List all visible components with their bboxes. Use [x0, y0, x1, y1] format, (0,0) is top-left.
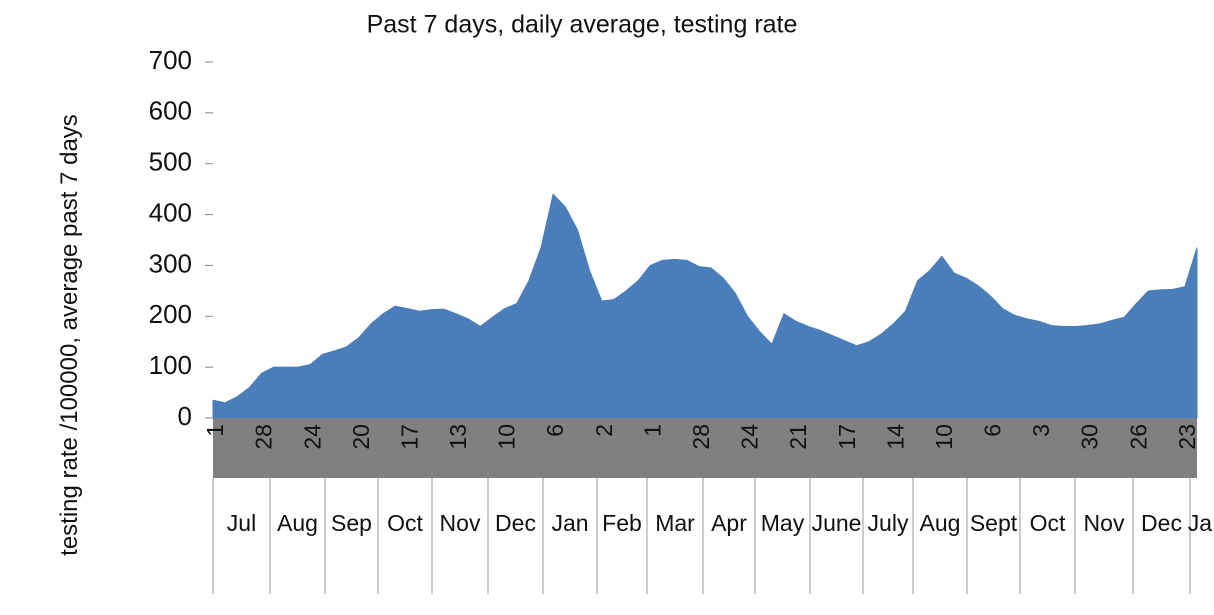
month-label: Sept [970, 510, 1018, 536]
month-label: July [868, 510, 909, 536]
x-tick-label: 17 [834, 424, 860, 450]
x-tick-label: 26 [1125, 424, 1151, 450]
chart-title: Past 7 days, daily average, testing rate [367, 11, 798, 39]
y-tick-label: 600 [149, 96, 192, 126]
x-tick-label: 28 [251, 424, 277, 450]
x-tick-label: 21 [785, 424, 811, 450]
x-tick-label: 28 [688, 424, 714, 450]
x-tick-label: 14 [882, 424, 908, 450]
month-label: Nov [1084, 510, 1125, 536]
month-label: June [812, 510, 862, 536]
x-tick-label: 3 [1028, 424, 1054, 437]
month-label: Aug [277, 510, 318, 536]
month-label: May [761, 510, 805, 536]
month-label: Sep [331, 510, 372, 536]
x-tick-label: 13 [445, 424, 471, 450]
x-tick-label: 20 [348, 424, 374, 450]
month-label: Oct [387, 510, 423, 536]
x-tick-label: 30 [1077, 424, 1103, 450]
month-label: Dec [495, 510, 536, 536]
y-tick-label: 100 [149, 350, 192, 380]
area [212, 193, 1198, 419]
y-tick-label: 400 [149, 197, 192, 227]
x-tick-label: 10 [494, 424, 520, 450]
month-label: Ja [1188, 510, 1213, 536]
x-axis-band [213, 418, 1197, 478]
y-tick-label: 500 [149, 147, 192, 177]
month-label: Dec [1141, 510, 1182, 536]
y-axis-label: testing rate /100000, average past 7 day… [56, 114, 83, 556]
chart-svg: Past 7 days, daily average, testing rate… [149, 11, 1213, 594]
y-tick-label: 0 [178, 401, 192, 431]
month-label: Nov [440, 510, 481, 536]
x-tick-label: 24 [299, 424, 325, 450]
month-label: Apr [711, 510, 747, 536]
y-tick-label: 200 [149, 299, 192, 329]
x-tick-label: 2 [591, 424, 617, 437]
x-tick-label: 17 [396, 424, 422, 450]
x-tick-label: 6 [980, 424, 1006, 437]
x-tick-label: 6 [542, 424, 568, 437]
month-label: Jul [227, 510, 256, 536]
month-label: Jan [551, 510, 588, 536]
chart: Past 7 days, daily average, testing rate… [56, 11, 1213, 594]
y-tick-label: 700 [149, 45, 192, 75]
month-label: Oct [1030, 510, 1066, 536]
x-tick-label: 10 [931, 424, 957, 450]
x-tick-label: 1 [202, 424, 228, 437]
y-tick-label: 300 [149, 248, 192, 278]
month-label: Feb [602, 510, 642, 536]
x-tick-label: 24 [737, 424, 763, 450]
month-label: Mar [655, 510, 695, 536]
x-tick-label: 1 [639, 424, 665, 437]
month-label: Aug [920, 510, 961, 536]
x-tick-label: 23 [1174, 424, 1200, 450]
